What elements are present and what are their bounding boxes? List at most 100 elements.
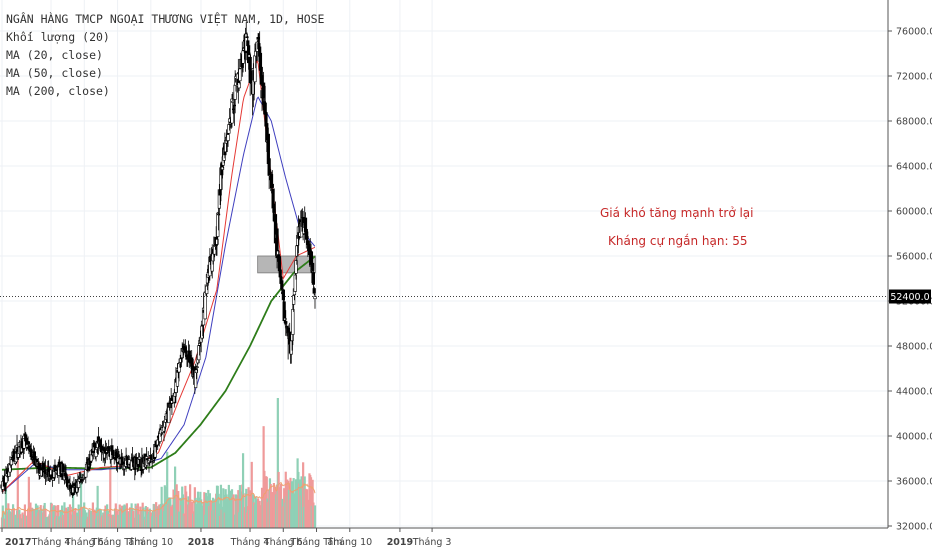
volume-bar — [276, 398, 279, 528]
candle-body — [291, 309, 295, 335]
grid — [0, 0, 888, 528]
current-price-badge — [889, 289, 931, 304]
candle-body — [284, 321, 288, 324]
volume-bar — [232, 494, 235, 528]
candle-body — [311, 272, 316, 285]
candle-body — [226, 134, 230, 141]
x-tick-label: Tháng 10 — [127, 537, 173, 548]
candle-body — [205, 285, 209, 294]
x-tick-label: Tháng 6 — [64, 537, 104, 548]
candle-body — [195, 366, 199, 368]
y-tick-label: 48000.0 — [896, 342, 932, 353]
volume-bar — [196, 491, 200, 528]
candle-body — [167, 407, 171, 424]
legend-symbol[interactable]: NGÂN HÀNG TMCP NGOẠI THƯƠNG VIỆT NAM, 1D… — [6, 12, 325, 26]
candle-body — [150, 460, 154, 462]
volume-bar — [200, 499, 203, 528]
volume-bar — [218, 503, 221, 528]
x-tick-label: 2018 — [188, 537, 215, 548]
volume-bar — [302, 462, 305, 528]
x-tick-label: Tháng 6 — [263, 537, 303, 548]
legend-ma20[interactable]: MA (20, close) — [6, 48, 103, 62]
volume-bar — [173, 466, 177, 528]
volume-bar — [250, 461, 253, 528]
candle-body — [89, 454, 93, 462]
volume-bar — [181, 494, 185, 528]
volume-bars — [0, 398, 317, 528]
candle-body — [278, 269, 282, 278]
candle-body — [197, 345, 201, 361]
candle-body — [216, 212, 220, 237]
volume-bar — [219, 484, 223, 528]
candle-body — [81, 478, 86, 480]
y-tick-label: 64000.0 — [896, 162, 932, 173]
volume-bar — [29, 502, 32, 528]
candle-body — [275, 228, 279, 259]
volume-bar — [164, 486, 167, 528]
candle-body — [238, 68, 242, 82]
annotation-headline: Giá khó tăng mạnh trở lại — [600, 206, 754, 220]
volume-bar — [223, 494, 226, 528]
candle-body — [194, 369, 199, 374]
legend-ma200[interactable]: MA (200, close) — [6, 84, 110, 98]
candle-body — [173, 392, 177, 397]
legend-ma50[interactable]: MA (50, close) — [6, 66, 103, 80]
volume-bar — [27, 476, 30, 528]
candle-body — [9, 459, 14, 466]
volume-bar — [96, 485, 99, 528]
volume-bar — [175, 484, 178, 528]
y-tick-label: 76000.0 — [896, 27, 932, 38]
candle-body — [271, 188, 275, 209]
x-tick-label: Tháng 3 — [412, 537, 452, 548]
volume-bar — [166, 451, 169, 528]
volume-bar — [53, 505, 56, 528]
x-tick-label: Tháng Tám — [290, 537, 343, 548]
candle-body — [3, 483, 7, 485]
resistance-zone-rect — [257, 255, 316, 274]
candle-body — [313, 296, 317, 300]
candle-body — [312, 288, 316, 294]
volume-bar — [309, 477, 313, 528]
volume-bar — [241, 453, 245, 528]
candle-body — [280, 280, 284, 290]
volume-bar — [109, 467, 112, 528]
volume-bar — [4, 479, 8, 528]
candle-body — [231, 100, 235, 103]
candle-body — [281, 289, 285, 301]
candle-body — [285, 326, 289, 328]
annotations: Giá khó tăng mạnh trở lại Kháng cự ngắn h… — [600, 206, 754, 248]
volume-bar — [313, 505, 317, 528]
candle-body — [293, 274, 297, 292]
volume-bar — [177, 491, 180, 528]
y-tick-label: 68000.0 — [896, 117, 932, 128]
x-tick-label: 2019 — [387, 537, 413, 548]
legend-volume[interactable]: Khối lượng (20) — [6, 30, 110, 44]
volume-bar — [203, 492, 206, 528]
candle-body — [311, 262, 315, 271]
candle-body — [292, 295, 296, 305]
volume-ma — [1, 481, 316, 518]
y-tick-label: 32000.0 — [896, 522, 932, 533]
y-tick-label: 40000.0 — [896, 432, 932, 443]
candle-body — [267, 158, 271, 176]
legend: NGÂN HÀNG TMCP NGOẠI THƯƠNG VIỆT NAM, 1D… — [6, 10, 325, 100]
volume-bar — [294, 479, 298, 528]
candle-body — [245, 36, 249, 38]
x-tick-label: Tháng Tám — [91, 537, 144, 548]
candle-body — [227, 124, 231, 134]
candlesticks — [0, 21, 317, 498]
volume-bar — [289, 477, 292, 528]
candle-body — [237, 82, 241, 89]
volume-bar — [237, 490, 240, 528]
candle-body — [26, 441, 30, 445]
volume-bar — [155, 502, 158, 528]
volume-ma-line — [1, 481, 316, 518]
candle-body — [65, 476, 69, 481]
candle-body — [61, 463, 65, 473]
x-tick-label: Tháng 4 — [230, 537, 270, 548]
y-tick-label: 56000.0 — [896, 252, 932, 263]
volume-bar — [23, 504, 27, 528]
volume-bar — [54, 505, 57, 528]
y-tick-label: 60000.0 — [896, 207, 932, 218]
